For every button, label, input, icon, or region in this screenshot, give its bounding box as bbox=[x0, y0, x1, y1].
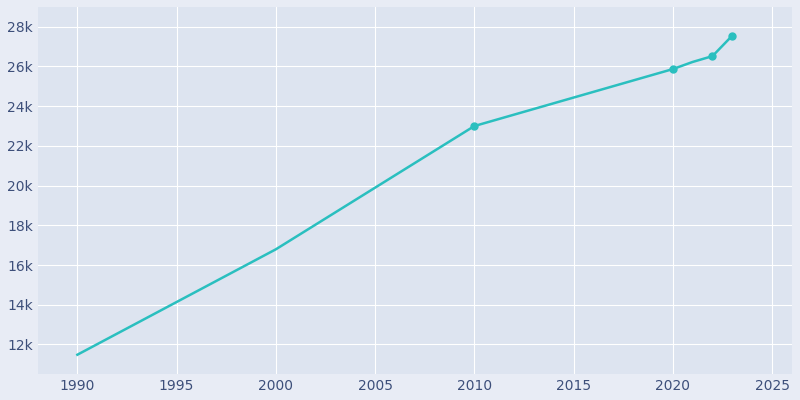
Point bbox=[706, 53, 719, 59]
Point bbox=[726, 32, 738, 39]
Point bbox=[666, 66, 679, 72]
Point bbox=[468, 123, 481, 129]
